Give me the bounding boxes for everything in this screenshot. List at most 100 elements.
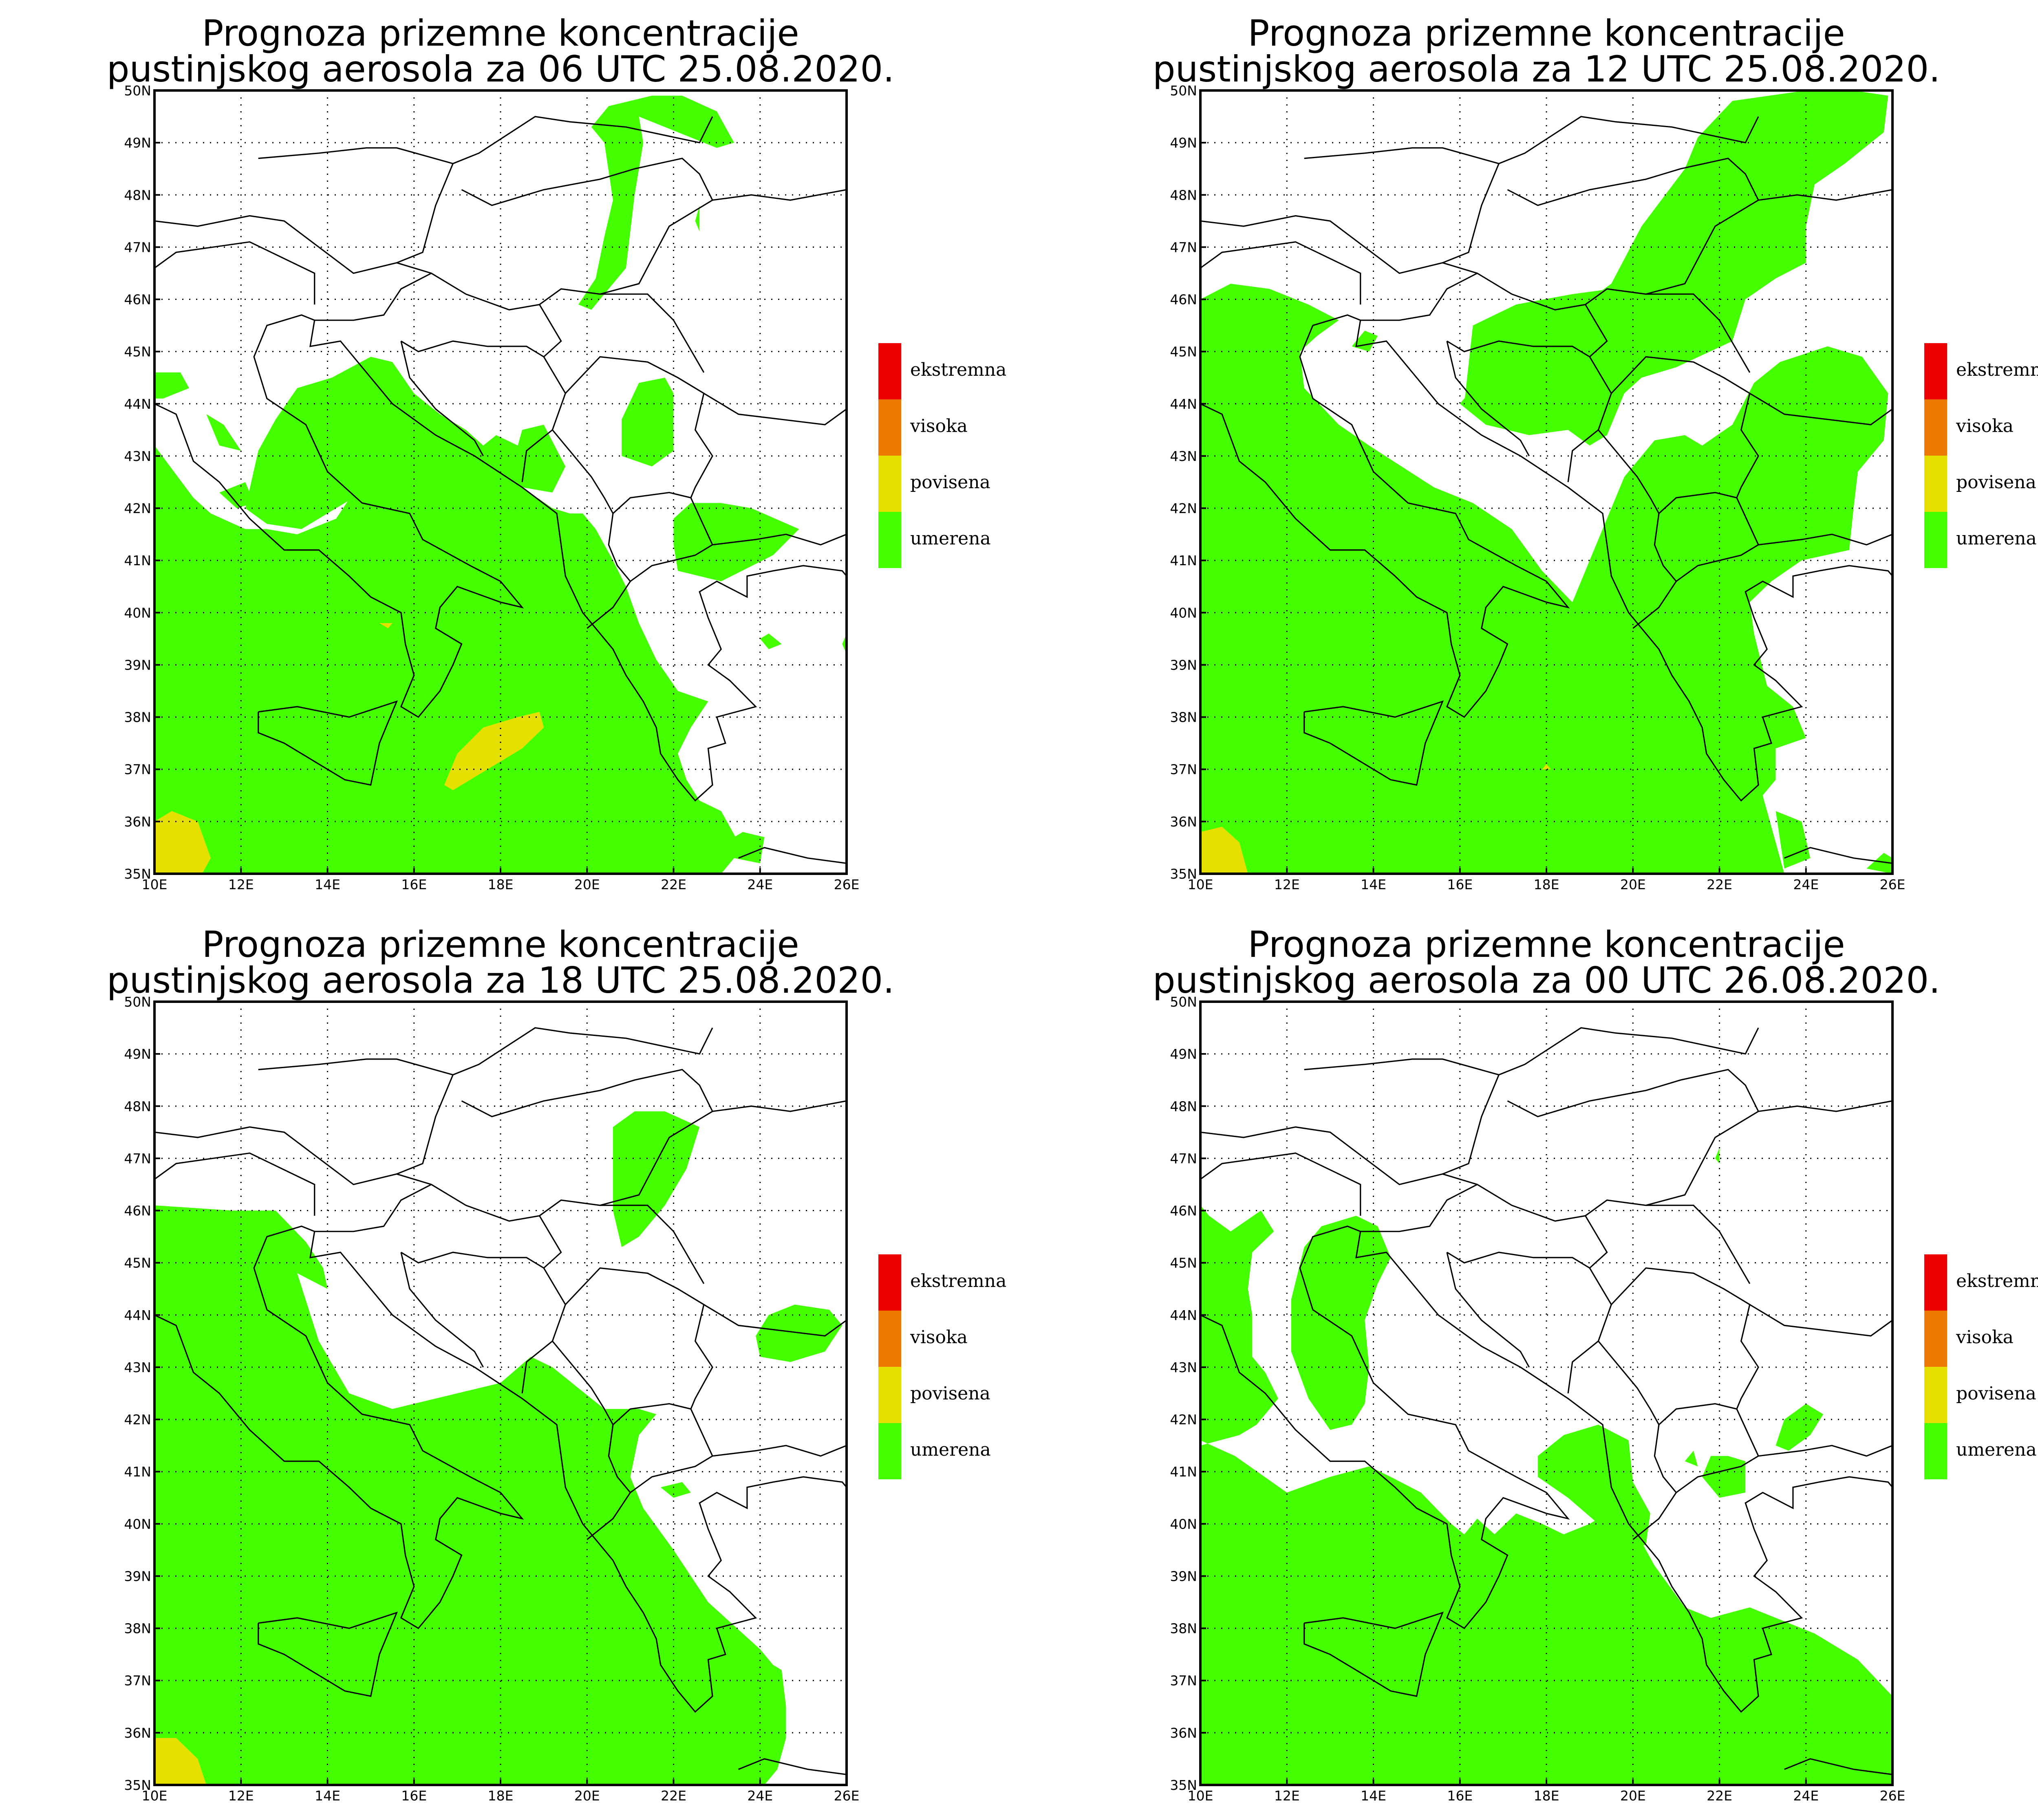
coastline [738, 847, 847, 864]
legend-swatch-visoka [878, 399, 901, 456]
coastline [258, 700, 398, 786]
legend-label-ekstremna: ekstremna [910, 1271, 1006, 1291]
lat-tick-label: 47N [124, 239, 151, 255]
coastline [1355, 320, 1892, 802]
lat-tick-label: 44N [1170, 396, 1197, 412]
lon-tick-label: 14E [1361, 877, 1386, 892]
region-umerena [1200, 284, 1888, 874]
lat-tick-label: 35N [124, 1777, 151, 1793]
lat-tick-label: 35N [1170, 866, 1197, 882]
legend-label-ekstremna: ekstremna [1956, 1271, 2038, 1291]
region-umerena [1685, 1450, 1698, 1467]
map-area [154, 90, 847, 874]
lon-tick-label: 20E [574, 1788, 600, 1804]
legend-label-ekstremna: ekstremna [910, 359, 1006, 380]
lon-tick-label: 10E [1188, 1788, 1213, 1804]
lat-tick-label: 46N [1170, 292, 1197, 308]
coastline [1758, 189, 1892, 201]
coastline [314, 273, 432, 321]
legend-swatch-povisena [1924, 1367, 1947, 1423]
coastline [314, 1184, 432, 1232]
region-umerena [154, 1205, 786, 1785]
coastline [154, 157, 714, 311]
region-umerena [1776, 811, 1811, 869]
lat-tick-label: 39N [1170, 1568, 1197, 1584]
legend: ekstremna visoka povisena umerena [1924, 343, 2038, 568]
coastline [1304, 700, 1444, 786]
coastline [712, 1100, 847, 1112]
lat-tick-label: 40N [1170, 1516, 1197, 1532]
lon-tick-label: 18E [488, 1788, 514, 1804]
coastline [703, 392, 847, 425]
legend-swatch-umerena [1924, 512, 1947, 568]
legend-swatch-umerena [1924, 1423, 1947, 1479]
lon-tick-label: 26E [1880, 877, 1906, 892]
legend-label-visoka: visoka [1956, 1327, 2014, 1348]
lat-tick-label: 45N [1170, 344, 1197, 360]
lat-tick-label: 47N [124, 1150, 151, 1166]
lat-tick-label: 49N [1170, 135, 1197, 151]
panel-title-line2: pustinjskog aerosola za 06 UTC 25.08.202… [107, 48, 894, 90]
lat-tick-label: 46N [124, 1203, 151, 1219]
coastline [401, 1252, 566, 1394]
region-umerena [154, 440, 739, 874]
lat-tick-label: 42N [124, 500, 151, 516]
coastline [1304, 1027, 1759, 1076]
region-umerena [1537, 1424, 1650, 1550]
lon-tick-label: 16E [1447, 1788, 1473, 1804]
coastline [1758, 1445, 1892, 1457]
coastline [712, 189, 847, 201]
lon-tick-label: 26E [834, 1788, 860, 1804]
coastline [1758, 533, 1892, 546]
lat-tick-label: 42N [124, 1412, 151, 1428]
legend-label-visoka: visoka [910, 1327, 968, 1348]
lat-tick-label: 40N [124, 605, 151, 621]
coastline [1447, 1252, 1612, 1394]
coastline [1200, 241, 1361, 305]
region-umerena [1776, 1404, 1824, 1451]
coastline [1646, 293, 1751, 373]
lat-tick-label: 43N [1170, 1359, 1197, 1375]
panel-title-line1: Prognoza prizemne koncentracije [202, 923, 799, 965]
region-umerena [1715, 1148, 1720, 1164]
legend-swatch-povisena [878, 456, 901, 512]
map-area [154, 1002, 847, 1785]
legend-swatch-ekstremna [878, 343, 901, 399]
coastline [396, 1074, 454, 1175]
region-umerena [219, 482, 254, 509]
lon-tick-label: 10E [142, 877, 168, 892]
region-povisena [444, 712, 544, 790]
lat-tick-label: 37N [1170, 1673, 1197, 1689]
coastline [612, 491, 714, 582]
lon-tick-label: 10E [142, 1788, 168, 1804]
lat-tick-label: 44N [124, 1307, 151, 1323]
lon-tick-label: 18E [1534, 877, 1559, 892]
lon-tick-label: 22E [661, 877, 686, 892]
coastline [401, 340, 566, 483]
coastline [1442, 163, 1500, 264]
coastline [1784, 1758, 1892, 1775]
lat-tick-label: 49N [1170, 1046, 1197, 1062]
coastline [1598, 1340, 1677, 1540]
legend-swatch-ekstremna [1924, 1254, 1947, 1311]
coastline [552, 1340, 631, 1540]
coastline [712, 533, 847, 546]
legend-swatch-umerena [878, 512, 901, 568]
panel-00utc: 10E 12E 14E 16E 18E 20E 22E 24E 26E 35N 36N 37N 38N 3… [1153, 923, 2038, 1804]
coastline [1598, 429, 1677, 629]
legend-label-povisena: povisena [1956, 472, 2036, 493]
legend-label-povisena: povisena [910, 472, 990, 493]
panel-12utc: 10E 12E 14E 16E 18E 20E 22E 24E 26E 35N 36N 37N 38N 3… [1153, 12, 2038, 892]
legend-swatch-povisena [878, 1367, 901, 1423]
lat-tick-label: 38N [1170, 1621, 1197, 1637]
coastline [309, 1231, 847, 1713]
panel-title-line1: Prognoza prizemne koncentracije [1248, 923, 1845, 965]
region-umerena [578, 95, 734, 310]
coastline [396, 163, 454, 264]
lon-tick-label: 16E [1447, 877, 1473, 892]
lat-tick-label: 49N [124, 1046, 151, 1062]
coastline [565, 1267, 713, 1410]
coastline [1447, 340, 1612, 483]
lat-tick-label: 37N [124, 1673, 151, 1689]
lat-tick-label: 46N [1170, 1203, 1197, 1219]
